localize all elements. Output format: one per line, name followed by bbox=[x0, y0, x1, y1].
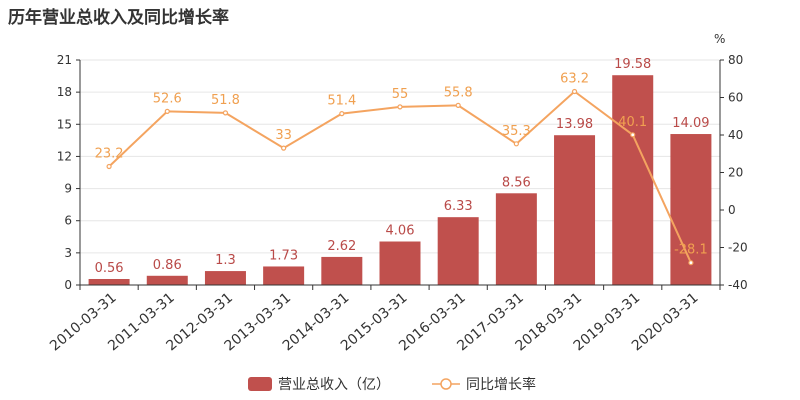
left-tick-label: 0 bbox=[64, 278, 72, 292]
bar bbox=[88, 279, 130, 285]
bar bbox=[495, 193, 537, 285]
bar-value-label: 6.33 bbox=[444, 199, 473, 214]
bar bbox=[437, 217, 479, 285]
bar bbox=[554, 135, 596, 285]
right-tick-label: 20 bbox=[728, 166, 743, 180]
line-value-label: 51.8 bbox=[211, 93, 240, 108]
data-labels: 0.56 0.86 1.3 1.73 2.62 4.06 6.33 8.56 13.98 19.5… bbox=[95, 57, 710, 276]
bar-value-label: 1.3 bbox=[215, 253, 236, 268]
line-value-label: 33 bbox=[275, 128, 292, 143]
bar bbox=[612, 75, 654, 285]
left-tick-label: 12 bbox=[57, 149, 72, 163]
bar-value-label: 0.56 bbox=[95, 261, 124, 276]
legend: 营业总收入（亿） 同比增长率 bbox=[248, 376, 536, 393]
bar-value-label: 4.06 bbox=[386, 224, 415, 239]
line-value-label: 63.2 bbox=[560, 72, 589, 87]
left-tick-label: 6 bbox=[64, 214, 72, 228]
line-value-label: 23.2 bbox=[95, 147, 124, 162]
bar bbox=[321, 256, 363, 285]
left-tick-label: 18 bbox=[57, 85, 72, 99]
line-point bbox=[513, 141, 519, 147]
line-point bbox=[106, 163, 112, 170]
line-value-label: -28.1 bbox=[674, 243, 708, 258]
line-series bbox=[106, 88, 694, 266]
line-point bbox=[222, 110, 229, 116]
line-value-label: 55.8 bbox=[444, 85, 473, 100]
bar-value-label: 13.98 bbox=[556, 117, 593, 132]
right-tick-label: -20 bbox=[728, 241, 748, 255]
legend-line-marker bbox=[440, 378, 452, 390]
left-tick-label: 21 bbox=[57, 53, 72, 67]
left-tick-label: 9 bbox=[64, 182, 72, 196]
line-point bbox=[397, 104, 403, 110]
legend-bar-label: 营业总收入（亿） bbox=[278, 377, 390, 393]
line-value-label: 52.6 bbox=[153, 91, 182, 106]
bar-value-label: 2.62 bbox=[327, 239, 356, 254]
line-point bbox=[455, 102, 461, 108]
line-point bbox=[164, 108, 170, 114]
bar-value-label: 8.56 bbox=[502, 175, 531, 190]
chart-title: 历年营业总收入及同比增长率 bbox=[8, 8, 229, 28]
line-value-label: 40.1 bbox=[618, 115, 647, 130]
line-point bbox=[339, 111, 345, 117]
bar-value-label: 0.86 bbox=[153, 258, 182, 273]
bar-value-label: 1.73 bbox=[269, 248, 298, 263]
bar bbox=[204, 271, 246, 285]
bar bbox=[146, 275, 188, 285]
bar-value-label: 19.58 bbox=[614, 57, 651, 72]
line-value-label: 35.3 bbox=[502, 124, 531, 139]
legend-line-label: 同比增长率 bbox=[466, 376, 536, 393]
bar bbox=[670, 134, 712, 285]
line-value-label: 55 bbox=[392, 87, 409, 102]
right-tick-label: 0 bbox=[728, 203, 736, 217]
bar bbox=[263, 266, 305, 285]
legend-bar-swatch bbox=[248, 377, 272, 391]
bar-value-label: 14.09 bbox=[672, 116, 709, 131]
left-tick-label: 3 bbox=[64, 246, 72, 260]
bar bbox=[379, 241, 421, 285]
right-tick-label: 40 bbox=[728, 128, 743, 142]
right-tick-label: 80 bbox=[728, 53, 743, 67]
line-point bbox=[571, 88, 578, 95]
line-point bbox=[688, 260, 694, 266]
line-value-label: 51.4 bbox=[327, 94, 356, 109]
bar-series bbox=[88, 75, 712, 285]
left-tick-label: 15 bbox=[57, 117, 72, 131]
right-tick-label: 60 bbox=[728, 91, 743, 105]
line-point bbox=[630, 132, 636, 138]
right-axis-unit: % bbox=[714, 32, 725, 46]
right-tick-label: -40 bbox=[728, 278, 748, 292]
line-point bbox=[281, 145, 287, 151]
